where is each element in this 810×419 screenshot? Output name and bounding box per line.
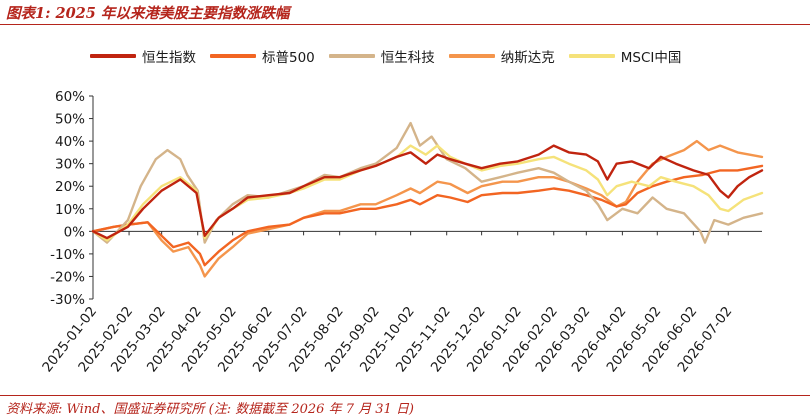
legend-label-hstech: 恒生科技 (380, 50, 435, 66)
y-tick-label: 60% (55, 89, 85, 105)
legend-label-msci-china: MSCI中国 (620, 50, 682, 66)
legend-swatch-sp500 (210, 54, 256, 58)
legend-swatch-nasdaq (448, 54, 495, 58)
y-tick-label: 10% (55, 202, 85, 218)
legend-swatch-hsi (90, 54, 136, 58)
y-tick-label: 30% (55, 157, 85, 173)
y-tick-label: 0% (64, 224, 86, 240)
y-tick-label: -30% (50, 292, 85, 308)
series-line-2 (91, 121, 764, 244)
legend-label-hsi: 恒生指数 (142, 50, 196, 66)
legend-label-sp500: 标普500 (262, 50, 315, 66)
legend-item-hsi: 恒生指数 (90, 46, 196, 66)
source-divider (0, 395, 810, 396)
legend-item-msci-china: MSCI中国 (568, 46, 682, 66)
y-tick-label: -10% (50, 247, 85, 263)
y-tick-label: 50% (55, 112, 85, 128)
y-tick-label: -20% (50, 269, 85, 285)
figure-title: 图表1: 2025 年以来港美股主要指数涨跌幅 (6, 5, 290, 22)
legend-swatch-msci-china (568, 54, 615, 58)
legend-item-nasdaq: 纳斯达克 (448, 46, 555, 66)
y-tick-label: 40% (55, 134, 85, 150)
legend-item-hstech: 恒生科技 (328, 46, 435, 66)
legend-label-nasdaq: 纳斯达克 (500, 50, 555, 66)
series-line-0 (91, 144, 764, 240)
legend-item-sp500: 标普500 (210, 46, 315, 66)
title-divider (0, 24, 810, 25)
figure-source: 资料来源: Wind、国盛证券研究所 (注: 数据截至 2026 年 7 月 3… (6, 402, 414, 417)
series-line-1 (91, 164, 764, 267)
y-tick-label: 20% (55, 179, 85, 195)
legend-swatch-hstech (328, 54, 375, 58)
chart-legend: 恒生指数 标普500 恒生科技 纳斯达克 MSCI中国 (90, 46, 681, 66)
